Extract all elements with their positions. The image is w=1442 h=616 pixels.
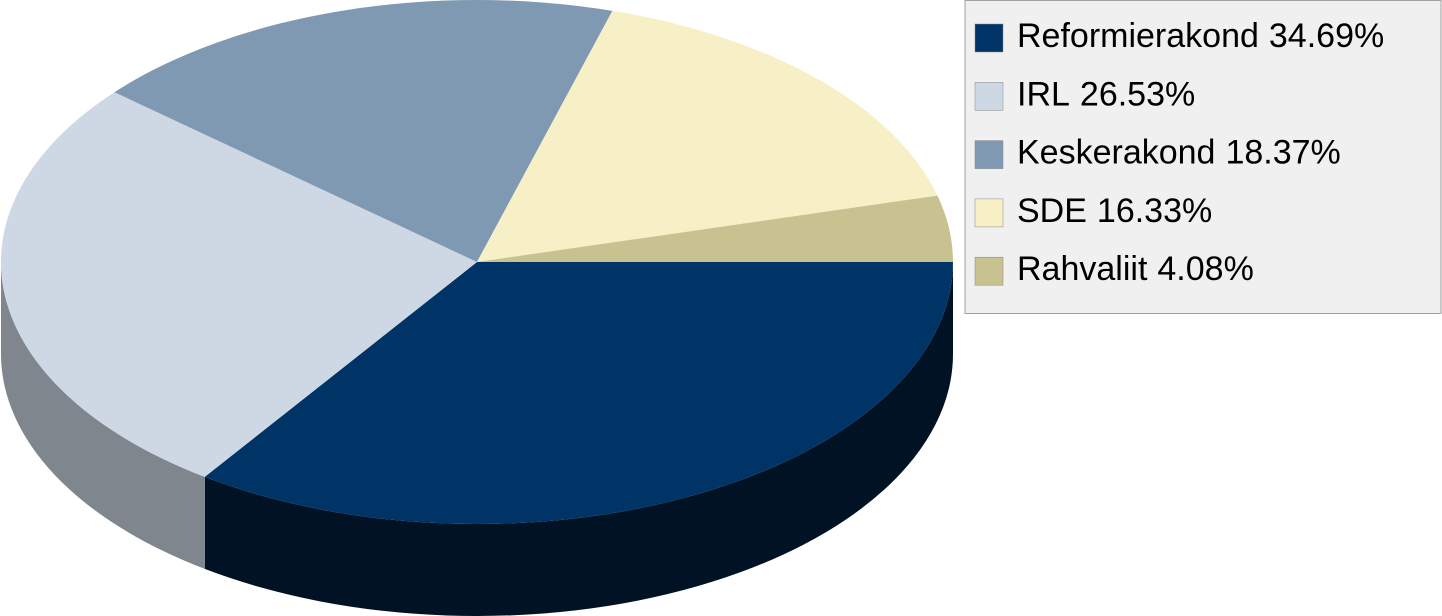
- legend-label: Rahvaliit 4.08%: [1017, 250, 1254, 288]
- slice-side: [1, 262, 205, 569]
- legend-value: 16.33%: [1097, 192, 1212, 230]
- legend-swatch: [974, 140, 1004, 169]
- slice: [477, 195, 953, 262]
- slice-side: [204, 262, 954, 616]
- slice: [1, 92, 478, 477]
- legend-value: 26.53%: [1080, 75, 1195, 113]
- legend-swatch: [974, 256, 1004, 286]
- slice: [477, 10, 938, 263]
- pie: [1, 0, 954, 616]
- legend-swatch: [974, 82, 1004, 111]
- legend-value: 18.37%: [1225, 134, 1340, 172]
- legend: Reformierakond 34.69% IRL 26.53% Keskerakond…: [974, 17, 1384, 288]
- legend-name: IRL: [1017, 75, 1070, 113]
- legend-label: Keskerakond 18.37%: [1017, 134, 1341, 172]
- legend-value: 4.08%: [1157, 250, 1253, 288]
- legend-swatch: [974, 198, 1004, 228]
- legend-label: Reformierakond 34.69%: [1017, 17, 1384, 55]
- legend-name: Reformierakond: [1017, 17, 1259, 55]
- legend-name: Keskerakond: [1017, 134, 1215, 172]
- legend-name: Rahvaliit: [1017, 250, 1148, 288]
- legend-value: 34.69%: [1269, 17, 1384, 55]
- slice: [204, 262, 954, 525]
- slice: [114, 0, 613, 262]
- legend-box: [964, 0, 1442, 314]
- legend-label: SDE 16.33%: [1017, 192, 1212, 230]
- legend-label: IRL 26.53%: [1017, 75, 1195, 113]
- legend-swatch: [974, 23, 1004, 53]
- legend-name: SDE: [1017, 192, 1087, 230]
